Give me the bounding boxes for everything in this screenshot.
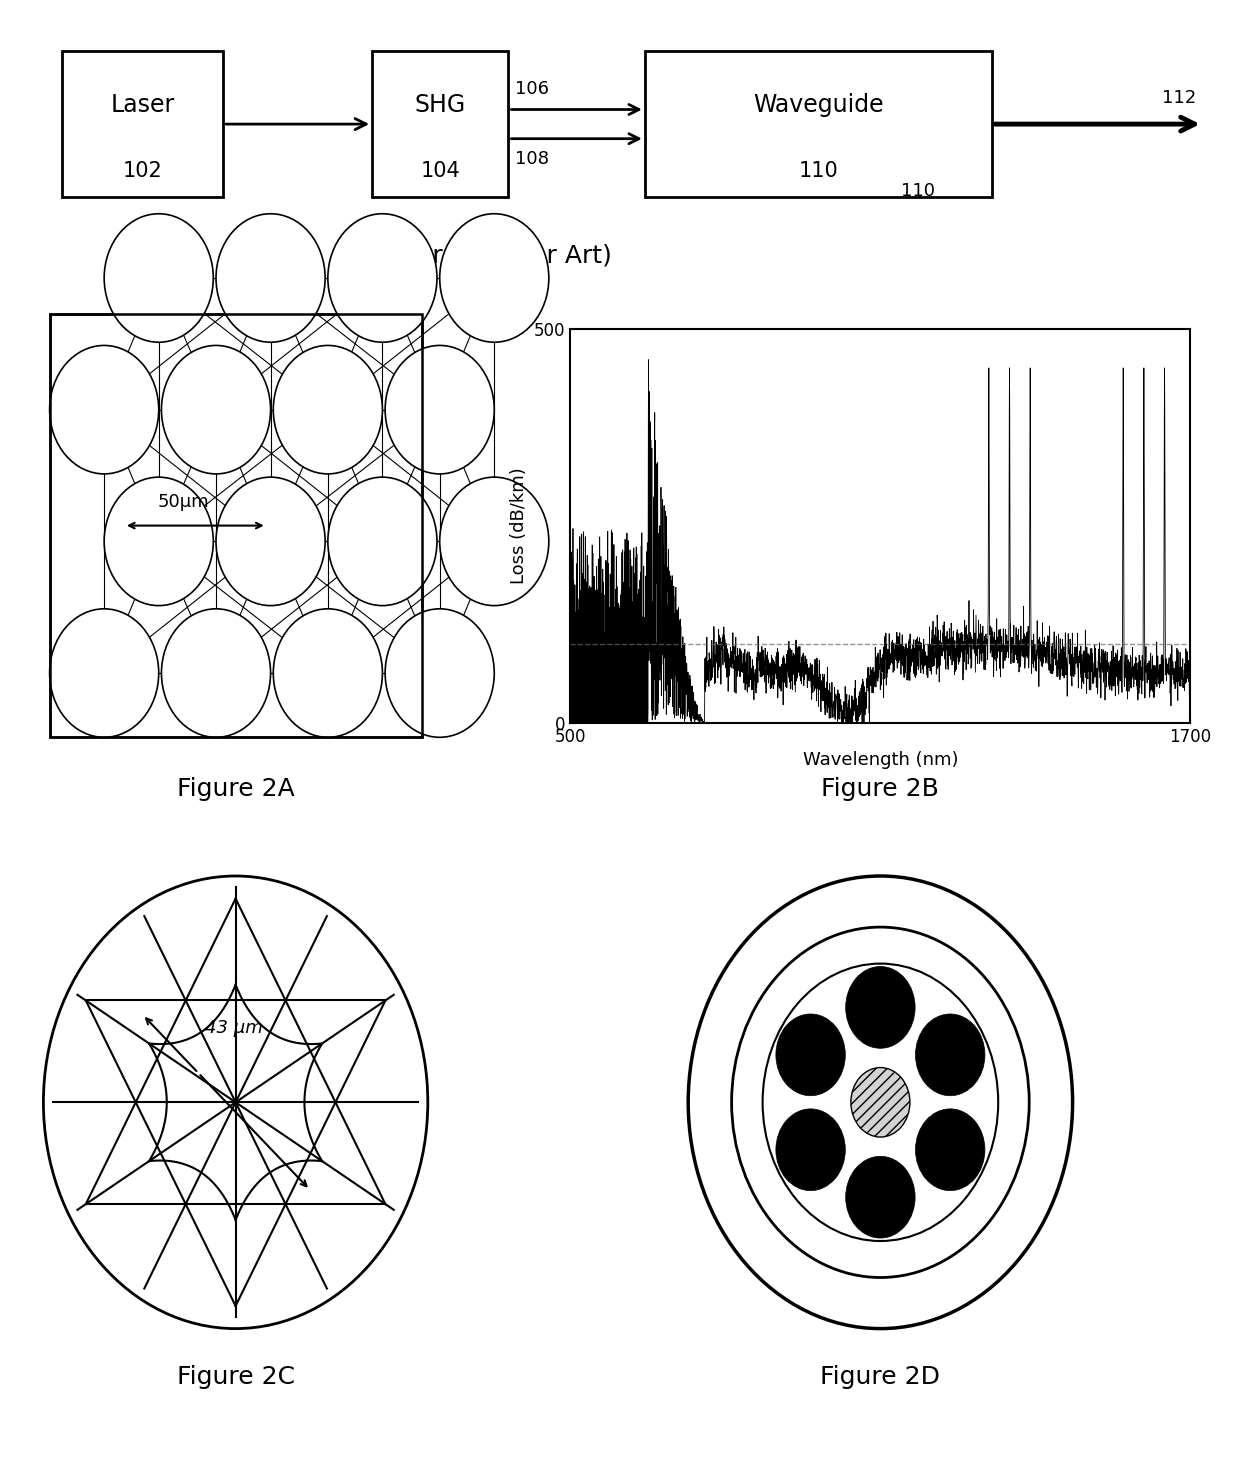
- Bar: [50, 314, 422, 737]
- Text: Figure 1 (Prior Art): Figure 1 (Prior Art): [381, 244, 611, 267]
- Text: SHG: SHG: [414, 93, 466, 117]
- Text: 112: 112: [1162, 89, 1197, 107]
- Text: 110: 110: [799, 161, 838, 181]
- Text: Figure 2D: Figure 2D: [821, 1365, 940, 1388]
- Y-axis label: Loss (dB/km): Loss (dB/km): [511, 467, 528, 584]
- Text: Figure 2B: Figure 2B: [821, 777, 940, 800]
- Bar: [62, 51, 223, 197]
- Circle shape: [273, 346, 382, 474]
- Circle shape: [851, 1067, 910, 1137]
- Circle shape: [161, 609, 270, 737]
- Text: 102: 102: [123, 161, 162, 181]
- Circle shape: [327, 477, 436, 606]
- Text: 104: 104: [420, 161, 460, 181]
- Circle shape: [688, 876, 1073, 1329]
- Circle shape: [104, 477, 213, 606]
- Text: 106: 106: [515, 80, 548, 98]
- Circle shape: [50, 346, 159, 474]
- Text: Waveguide: Waveguide: [753, 93, 884, 117]
- Circle shape: [763, 964, 998, 1241]
- Bar: [645, 51, 992, 197]
- Circle shape: [846, 967, 915, 1048]
- Text: Figure 2C: Figure 2C: [176, 1365, 295, 1388]
- Text: Laser: Laser: [110, 93, 175, 117]
- Circle shape: [440, 477, 549, 606]
- Circle shape: [776, 1013, 846, 1095]
- Text: 50μm: 50μm: [157, 493, 208, 511]
- Circle shape: [386, 346, 495, 474]
- Text: 108: 108: [515, 150, 548, 168]
- Bar: [372, 51, 508, 197]
- Circle shape: [915, 1110, 985, 1191]
- Circle shape: [327, 213, 436, 342]
- X-axis label: Wavelength (nm): Wavelength (nm): [802, 750, 959, 769]
- Circle shape: [161, 346, 270, 474]
- Circle shape: [440, 213, 549, 342]
- Text: Figure 2A: Figure 2A: [177, 777, 294, 800]
- Circle shape: [50, 609, 159, 737]
- Circle shape: [732, 927, 1029, 1278]
- Text: 43 μm: 43 μm: [205, 1019, 263, 1037]
- Circle shape: [386, 609, 495, 737]
- Circle shape: [216, 477, 325, 606]
- Circle shape: [915, 1013, 985, 1095]
- Circle shape: [43, 876, 428, 1329]
- Bar: [50, 314, 422, 737]
- Text: 110: 110: [900, 182, 935, 200]
- Circle shape: [216, 213, 325, 342]
- Circle shape: [776, 1110, 846, 1190]
- Circle shape: [846, 1156, 915, 1238]
- Circle shape: [104, 213, 213, 342]
- Circle shape: [273, 609, 382, 737]
